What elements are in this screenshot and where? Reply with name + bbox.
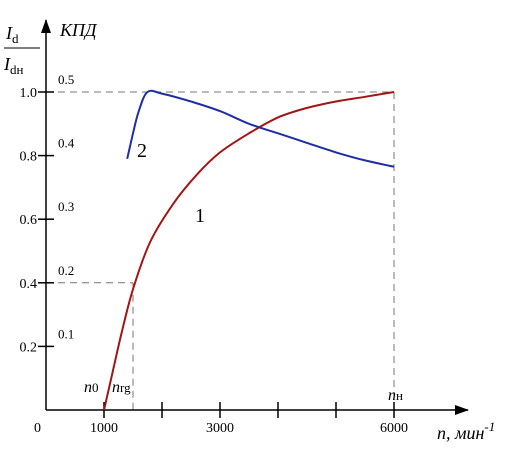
x-tick-label-1000: 1000 <box>90 421 118 436</box>
origin-label: 0 <box>34 421 41 436</box>
ticks <box>38 91 395 418</box>
axes <box>41 19 469 415</box>
curves <box>103 89 395 411</box>
y-tick-label-1.0: 1.0 <box>20 86 38 101</box>
x-tick-label-3000: 3000 <box>206 421 234 436</box>
y-title-kpd: КПД <box>59 20 98 40</box>
series-label-1: 1 <box>195 205 205 227</box>
y-tick-label-0.4: 0.4 <box>20 277 38 292</box>
kpd-tick-label-0.4: 0.4 <box>58 136 75 151</box>
marker-label-nrg: nrg <box>112 379 131 396</box>
kpd-tick-label-0.1: 0.1 <box>58 326 74 341</box>
kpd-tick-label-0.5: 0.5 <box>58 72 74 87</box>
series-label-2: 2 <box>137 140 147 162</box>
marker-label-n0: n0 <box>84 379 99 396</box>
series-line-1 <box>103 91 395 411</box>
marker-label-nн: nн <box>388 387 403 404</box>
y-tick-label-0.8: 0.8 <box>20 150 38 165</box>
y-title-denominator: Idн <box>3 54 24 77</box>
y-axis-title: Id Idн КПД <box>3 20 98 77</box>
x-tick-label-6000: 6000 <box>380 421 408 436</box>
guide-lines <box>46 91 395 410</box>
x-axis-title: n, мин-1 <box>437 419 495 443</box>
kpd-tick-label-0.2: 0.2 <box>58 263 74 278</box>
series-line-2 <box>126 89 395 168</box>
y-tick-label-0.2: 0.2 <box>20 340 38 355</box>
y-title-numerator: Id <box>5 23 19 46</box>
y-tick-label-0.6: 0.6 <box>20 213 38 228</box>
kpd-tick-label-0.3: 0.3 <box>58 199 74 214</box>
labels: 0.2 0.1 0.4 0.2 0.6 0.3 0.8 0.4 1.0 0.5 1000 3000 60… <box>20 72 409 436</box>
